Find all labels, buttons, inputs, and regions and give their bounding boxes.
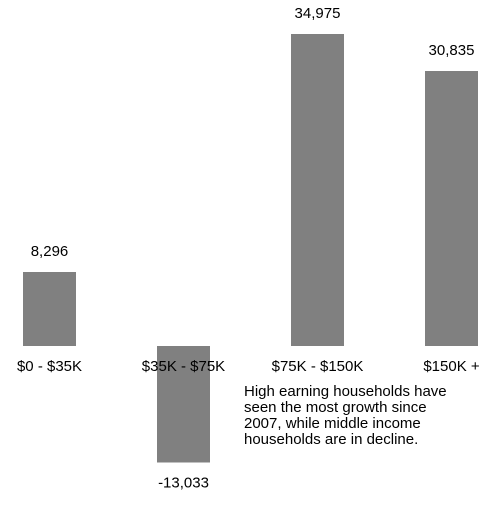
- category-label-2: $75K - $150K: [272, 358, 364, 375]
- category-labels-group: $0 - $35K $35K - $75K $75K - $150K $150K +: [17, 358, 480, 375]
- chart-annotation: High earning households have seen the mo…: [244, 383, 447, 448]
- category-label-1: $35K - $75K: [142, 358, 225, 375]
- category-label-0: $0 - $35K: [17, 358, 82, 375]
- bar-3: [425, 70, 478, 347]
- bars-group: [23, 34, 478, 463]
- value-label-2: 34,975: [295, 5, 341, 22]
- bar-0: [23, 272, 76, 346]
- value-labels-group: 8,296 -13,033 34,975 30,835: [31, 5, 475, 491]
- value-label-1: -13,033: [158, 474, 209, 491]
- value-label-3: 30,835: [429, 42, 475, 59]
- bar-2: [291, 34, 344, 346]
- value-label-0: 8,296: [31, 243, 69, 260]
- category-label-3: $150K +: [423, 358, 480, 375]
- bar-1: [157, 346, 210, 463]
